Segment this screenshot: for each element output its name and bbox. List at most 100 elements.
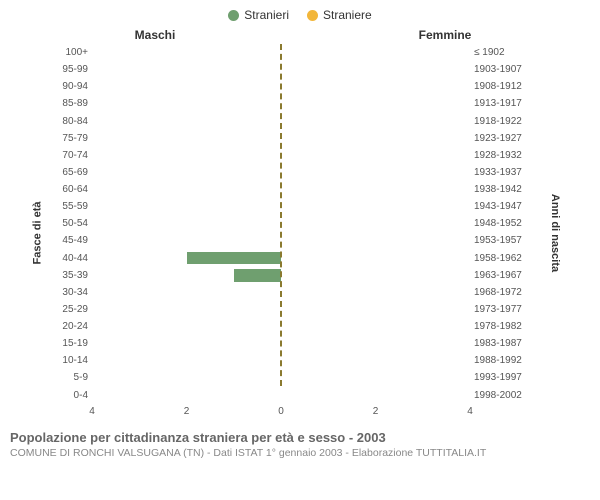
male-half — [92, 44, 281, 61]
birth-tick: 1983-1987 — [470, 338, 528, 349]
female-half — [281, 318, 470, 335]
x-tick: 2 — [184, 406, 190, 417]
age-row: 80-841918-1922 — [56, 113, 528, 130]
age-row: 35-39 1963-1967 — [56, 267, 528, 284]
header-femmine: Femmine — [300, 28, 590, 42]
age-tick: 85-89 — [56, 98, 92, 109]
center-divider — [280, 44, 282, 386]
female-half — [281, 387, 470, 404]
age-tick: 55-59 — [56, 201, 92, 212]
male-half — [92, 181, 281, 198]
legend-stranieri: Stranieri — [228, 8, 289, 22]
age-tick: 100+ — [56, 47, 92, 58]
male-half — [92, 113, 281, 130]
chart-subtitle: COMUNE DI RONCHI VALSUGANA (TN) - Dati I… — [10, 447, 590, 459]
age-tick: 30-34 — [56, 287, 92, 298]
birth-tick: 1963-1967 — [470, 270, 528, 281]
age-row: 15-19 1983-1987 — [56, 335, 528, 352]
age-row: 20-241978-1982 — [56, 318, 528, 335]
age-tick: 15-19 — [56, 338, 92, 349]
age-row: 85-89 1913-1917 — [56, 95, 528, 112]
legend-swatch — [228, 10, 239, 21]
male-half — [92, 95, 281, 112]
age-row: 100+ ≤ 1902 — [56, 44, 528, 61]
birth-tick: 1908-1912 — [470, 81, 528, 92]
age-tick: 45-49 — [56, 235, 92, 246]
age-tick: 80-84 — [56, 116, 92, 127]
age-tick: 65-69 — [56, 167, 92, 178]
female-half — [281, 164, 470, 181]
male-half — [92, 267, 281, 284]
age-row: 90-94 1908-1912 — [56, 78, 528, 95]
age-row: 25-29 1973-1977 — [56, 301, 528, 318]
male-half — [92, 61, 281, 78]
male-half — [92, 130, 281, 147]
male-half — [92, 387, 281, 404]
female-half — [281, 232, 470, 249]
birth-tick: 1988-1992 — [470, 355, 528, 366]
male-half — [92, 284, 281, 301]
age-tick: 60-64 — [56, 184, 92, 195]
age-row: 65-69 1933-1937 — [56, 164, 528, 181]
birth-tick: 1948-1952 — [470, 218, 528, 229]
header-maschi: Maschi — [10, 28, 300, 42]
birth-tick: 1953-1957 — [470, 235, 528, 246]
plot-area: 100+ ≤ 1902 95-99 1903-1907 90-94 1908-1912 85… — [56, 44, 528, 404]
x-tick: 4 — [467, 406, 473, 417]
birth-tick: 1998-2002 — [470, 390, 528, 401]
birth-tick: 1993-1997 — [470, 372, 528, 383]
female-half — [281, 198, 470, 215]
legend-label: Stranieri — [244, 8, 289, 22]
age-row: 70-741928-1932 — [56, 147, 528, 164]
chart-title: Popolazione per cittadinanza straniera p… — [10, 430, 590, 445]
age-row: 95-99 1903-1907 — [56, 61, 528, 78]
birth-tick: 1943-1947 — [470, 201, 528, 212]
female-half — [281, 78, 470, 95]
age-tick: 40-44 — [56, 253, 92, 264]
female-half — [281, 369, 470, 386]
male-half — [92, 215, 281, 232]
female-half — [281, 181, 470, 198]
birth-tick: 1928-1932 — [470, 150, 528, 161]
age-row: 60-64 1938-1942 — [56, 181, 528, 198]
age-tick: 5-9 — [56, 372, 92, 383]
male-half — [92, 147, 281, 164]
age-tick: 50-54 — [56, 218, 92, 229]
female-half — [281, 301, 470, 318]
age-tick: 25-29 — [56, 304, 92, 315]
age-tick: 35-39 — [56, 270, 92, 281]
birth-tick: 1973-1977 — [470, 304, 528, 315]
age-row: 0-4 1998-2002 — [56, 387, 528, 404]
birth-tick: ≤ 1902 — [470, 47, 528, 58]
pyramid-chart: Fasce di età Anni di nascita 100+≤ 19029… — [10, 44, 590, 422]
female-half — [281, 335, 470, 352]
legend: Stranieri Straniere — [10, 8, 590, 22]
birth-tick: 1923-1927 — [470, 133, 528, 144]
male-bar — [187, 252, 282, 265]
female-half — [281, 250, 470, 267]
x-tick: 2 — [373, 406, 379, 417]
female-half — [281, 113, 470, 130]
age-tick: 90-94 — [56, 81, 92, 92]
age-tick: 95-99 — [56, 64, 92, 75]
age-tick: 0-4 — [56, 390, 92, 401]
birth-tick: 1913-1917 — [470, 98, 528, 109]
y-axis-label-right: Anni di nascita — [549, 194, 561, 272]
age-row: 75-791923-1927 — [56, 130, 528, 147]
bar-pair — [92, 387, 470, 404]
column-headers: Maschi Femmine — [10, 28, 590, 42]
female-half — [281, 147, 470, 164]
x-tick: 0 — [278, 406, 284, 417]
female-half — [281, 352, 470, 369]
legend-label: Straniere — [323, 8, 372, 22]
birth-tick: 1933-1937 — [470, 167, 528, 178]
female-half — [281, 267, 470, 284]
chart-footer: Popolazione per cittadinanza straniera p… — [10, 430, 590, 459]
male-half — [92, 301, 281, 318]
male-half — [92, 335, 281, 352]
birth-tick: 1968-1972 — [470, 287, 528, 298]
birth-tick: 1938-1942 — [470, 184, 528, 195]
male-half — [92, 164, 281, 181]
birth-tick: 1903-1907 — [470, 64, 528, 75]
legend-swatch — [307, 10, 318, 21]
